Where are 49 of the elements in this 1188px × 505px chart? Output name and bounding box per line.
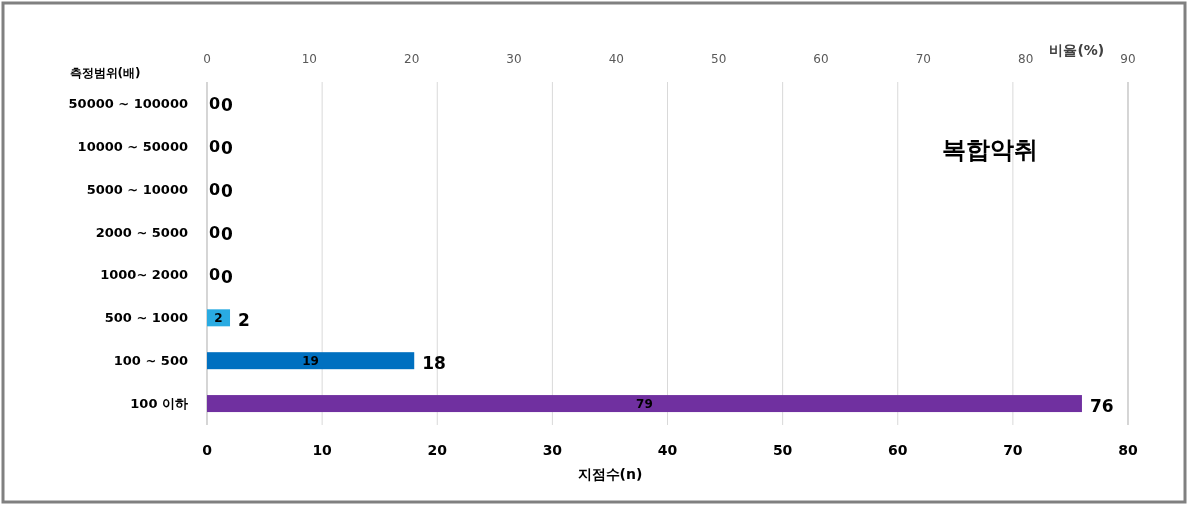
data-label: 0 [209, 136, 221, 156]
x-tick-label: 50 [772, 442, 793, 458]
x2-tick-label: 20 [404, 52, 420, 66]
text: 복합악취 [942, 136, 1038, 164]
x2-axis-title: 비율(%) [1049, 42, 1105, 58]
x2-tick-label: 30 [506, 52, 522, 66]
x-tick-label: 10 [312, 442, 333, 458]
x2-tick-label: 50 [711, 52, 727, 66]
y-tick-label: 500 ~ 1000 [104, 310, 188, 326]
x-tick-label: 80 [1118, 442, 1138, 458]
y-tick-label: 50000 ~ 100000 [68, 95, 188, 111]
data-label: 0 [209, 179, 221, 199]
annotation: 0 [221, 138, 233, 159]
x-tick-label: 40 [657, 442, 678, 458]
x2-tick-label: 90 [1120, 52, 1136, 66]
y-tick-label: 10000 ~ 50000 [77, 138, 188, 154]
data-label: 76 [1089, 395, 1114, 416]
x-tick-label: 20 [427, 442, 448, 458]
data-label: 0 [209, 222, 221, 242]
x2-tick-label: 70 [915, 52, 931, 66]
x2-tick-label: 10 [301, 52, 317, 66]
annotation: 2 [238, 309, 250, 330]
data-label: 2 [214, 310, 223, 325]
data-label: 0 [209, 93, 221, 113]
y-tick-label: 2000 ~ 5000 [95, 224, 188, 240]
data-label: 18 [422, 352, 446, 373]
x-axis-title: 지점수(n) [577, 466, 643, 482]
annotation: 0 [221, 224, 233, 245]
bar [207, 395, 1082, 413]
x-tick-label: 70 [1003, 442, 1023, 458]
annotation: 19 [302, 353, 319, 368]
annotation: 0 [221, 95, 233, 116]
bar [207, 352, 415, 370]
annotation: 0 [221, 181, 233, 202]
x2-tick-label: 0 [203, 52, 211, 66]
data-label: 0 [209, 265, 221, 285]
y-tick-label: 100 ~ 500 [113, 353, 188, 369]
x2-tick-label: 60 [813, 52, 829, 66]
x-tick-label: 0 [202, 442, 213, 458]
x2-tick-label: 40 [608, 52, 624, 66]
annotation: 79 [636, 396, 653, 411]
y-tick-label: 100 이하 [130, 396, 188, 412]
x-tick-label: 60 [888, 442, 908, 458]
y-tick-label: 5000 ~ 10000 [86, 181, 188, 197]
x-tick-label: 30 [542, 442, 563, 458]
y-tick-label: 1000~ 2000 [100, 267, 188, 283]
y-axis-title: 측정범위(배) [69, 66, 141, 80]
x2-tick-label: 80 [1018, 52, 1034, 66]
annotation: 0 [221, 266, 233, 287]
